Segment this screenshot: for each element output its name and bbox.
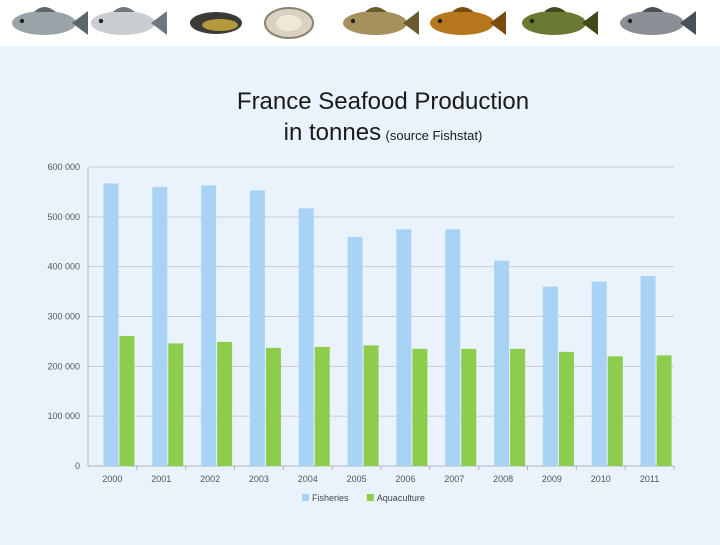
chart-title-line1: France Seafood Production bbox=[236, 88, 530, 115]
trout-icon bbox=[343, 7, 419, 35]
fisheries-legend-swatch bbox=[302, 494, 309, 501]
aquaculture-bar bbox=[461, 348, 477, 466]
fish-banner bbox=[0, 0, 720, 46]
x-tick-label: 2000 bbox=[102, 474, 122, 484]
aquaculture-bar bbox=[119, 335, 135, 466]
fish-banner-graphic bbox=[12, 7, 696, 39]
x-tick-label: 2005 bbox=[347, 474, 367, 484]
x-tick-label: 2004 bbox=[298, 474, 318, 484]
x-tick-label: 2011 bbox=[640, 474, 659, 484]
y-tick-label: 200 000 bbox=[47, 361, 80, 371]
aquaculture-bar bbox=[314, 346, 330, 466]
meagre-icon bbox=[620, 7, 696, 35]
y-tick-label: 100 000 bbox=[47, 411, 80, 421]
fisheries-bar bbox=[542, 286, 558, 466]
tench-icon bbox=[522, 7, 598, 35]
y-tick-label: 300 000 bbox=[47, 312, 80, 322]
aquaculture-bar bbox=[607, 356, 623, 466]
carp-icon bbox=[430, 7, 506, 35]
fisheries-bar bbox=[494, 260, 510, 466]
x-tick-label: 2001 bbox=[151, 474, 171, 484]
aquaculture-bar bbox=[510, 348, 526, 466]
y-tick-label: 400 000 bbox=[47, 262, 80, 272]
fisheries-bar bbox=[152, 186, 168, 466]
aquaculture-bar bbox=[217, 341, 233, 466]
x-tick-label: 2006 bbox=[395, 474, 415, 484]
x-tick-label: 2003 bbox=[249, 474, 269, 484]
x-tick-label: 2002 bbox=[200, 474, 220, 484]
fisheries-bar bbox=[103, 183, 119, 466]
aquaculture-legend-swatch bbox=[366, 494, 374, 501]
chart-title-source: (source Fishstat) bbox=[385, 128, 483, 143]
chart-title: France Seafood Production in tonnes (sou… bbox=[0, 86, 720, 151]
aquaculture-legend-label: Aquaculture bbox=[377, 493, 425, 503]
fisheries-bar bbox=[396, 229, 412, 466]
aquaculture-bar bbox=[558, 351, 574, 466]
y-tick-label: 600 000 bbox=[47, 162, 80, 172]
fisheries-bar bbox=[347, 236, 363, 466]
aquaculture-bar bbox=[412, 348, 428, 466]
fisheries-bar bbox=[298, 208, 314, 466]
aquaculture-bar bbox=[656, 355, 672, 466]
aquaculture-bar bbox=[265, 347, 281, 466]
aquaculture-bar bbox=[168, 343, 184, 466]
sea-bream-icon bbox=[12, 7, 88, 35]
fisheries-legend-label: Fisheries bbox=[312, 493, 349, 503]
chart-title-line2: in tonnes bbox=[283, 119, 382, 146]
y-tick-label: 500 000 bbox=[47, 212, 80, 222]
oyster-icon bbox=[264, 7, 314, 39]
x-tick-label: 2010 bbox=[591, 474, 611, 484]
x-tick-label: 2007 bbox=[444, 474, 464, 484]
sea-bass-icon bbox=[91, 7, 167, 35]
fisheries-bar bbox=[201, 185, 217, 466]
y-tick-label: 0 bbox=[75, 461, 80, 471]
x-tick-label: 2008 bbox=[493, 474, 513, 484]
fisheries-bar bbox=[445, 229, 461, 466]
fisheries-bar bbox=[591, 281, 607, 466]
mussel-icon bbox=[190, 12, 242, 34]
aquaculture-bar bbox=[363, 345, 379, 466]
fisheries-bar bbox=[249, 190, 265, 466]
x-tick-label: 2009 bbox=[542, 474, 562, 484]
fisheries-bar bbox=[640, 276, 656, 466]
